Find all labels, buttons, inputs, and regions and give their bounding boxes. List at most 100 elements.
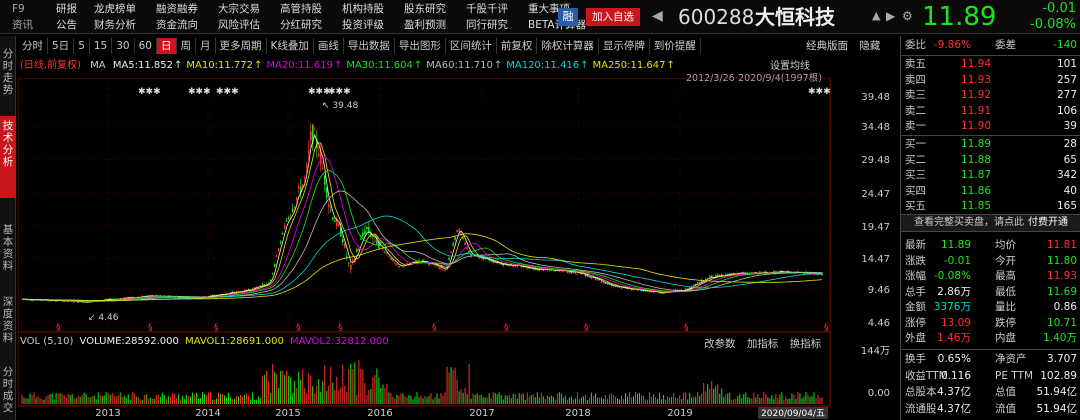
y-tick-label: 4.46: [868, 318, 890, 329]
menu-item[interactable]: F9: [12, 3, 25, 15]
fund-row-v2: 3.707: [1046, 353, 1077, 365]
toolbar-item[interactable]: K线叠加: [267, 38, 314, 54]
full-depth-notice[interactable]: 查看完整买卖盘，请点此 付费开通: [901, 214, 1080, 232]
toolbar-item[interactable]: 画线: [314, 38, 344, 54]
menu-item[interactable]: 资金流向: [156, 19, 198, 31]
toolbar-item[interactable]: 5: [74, 38, 90, 54]
kline-chart[interactable]: 39.48 34.48 29.48 24.47 19.47 14.47 9.46 4.46 ↖ …: [18, 78, 898, 332]
bid-row-v1: 11.85: [960, 200, 991, 212]
toolbar-item[interactable]: 到价提醒: [650, 38, 701, 54]
toolbar-item[interactable]: 周: [177, 38, 196, 54]
candle-body: [83, 301, 85, 303]
margin-badge[interactable]: 融: [558, 8, 578, 26]
alert-icon[interactable]: ▲: [872, 9, 881, 22]
candle-body: [279, 241, 282, 244]
menu-item[interactable]: 盈利预测: [404, 19, 446, 31]
menu-item[interactable]: 大宗交易: [218, 3, 260, 15]
ma-arrow-icon: ↑: [580, 60, 589, 71]
tab-intraday-trades[interactable]: 分时成交: [2, 366, 14, 414]
candle-body: [297, 186, 300, 189]
stat-row-l: 涨停: [905, 316, 926, 329]
add-indicator-button[interactable]: 加指标: [746, 338, 779, 350]
candle-body: [454, 236, 456, 241]
volume-chart[interactable]: 144万 0.00 2013 2014 2015 2016 2017 2018 2019 2020…: [18, 332, 898, 420]
add-watchlist-button[interactable]: 加入自选: [586, 8, 640, 26]
toolbar-item[interactable]: 日: [157, 38, 177, 54]
candle-body: [600, 281, 603, 283]
candle-body: [55, 300, 57, 302]
ask-row-l: 卖一: [905, 120, 926, 132]
ask-row-v1: 11.90: [960, 120, 991, 132]
gear-icon[interactable]: ⚙: [902, 9, 913, 23]
candle-body: [317, 153, 320, 156]
candle-body: [761, 271, 763, 273]
toolbar-item[interactable]: 除权计算器: [537, 38, 599, 54]
menu-item[interactable]: 股东研究: [404, 3, 446, 15]
fund-row-l2: PE TTM: [995, 369, 1034, 382]
toolbar-item[interactable]: 导出数据: [344, 38, 395, 54]
event-marker: ✱✱✱: [216, 87, 239, 97]
candle-body: [630, 289, 633, 291]
candle-body: [428, 263, 430, 265]
y-tick-label: 34.48: [861, 122, 890, 133]
toolbar-item[interactable]: 显示停牌: [599, 38, 650, 54]
toolbar-item[interactable]: 60: [135, 38, 157, 54]
candle-body: [327, 204, 330, 208]
ask-row: 卖五 11.94 101: [905, 57, 1077, 72]
menu-item[interactable]: 融资融券: [156, 3, 198, 15]
menu-item[interactable]: 千股千评: [466, 3, 508, 15]
y-tick-label: 9.46: [868, 285, 890, 296]
vol-top-label: 144万: [861, 346, 890, 357]
candle-body: [582, 273, 585, 275]
toolbar-item[interactable]: 分时: [18, 38, 48, 54]
cursor-date: 2020/09/04/五: [761, 409, 825, 419]
candle-body: [329, 209, 332, 211]
toolbar-item[interactable]: 月: [196, 38, 216, 54]
hide-button[interactable]: 隐藏: [859, 40, 881, 52]
menu-item[interactable]: 龙虎榜单: [94, 3, 136, 15]
candle-body: [618, 287, 621, 288]
pay-link[interactable]: 付费开通: [1028, 217, 1068, 228]
menu-item[interactable]: 投资评级: [342, 19, 384, 31]
toolbar-item[interactable]: 更多周期: [216, 38, 267, 54]
toolbar-item[interactable]: 导出图形: [395, 38, 446, 54]
cursor-date-box: [758, 407, 828, 419]
toolbar-item[interactable]: 前复权: [497, 38, 538, 54]
tab-deep-info[interactable]: 深度资料: [2, 296, 14, 344]
candle-body: [123, 297, 126, 299]
menu-item[interactable]: 高管持股: [280, 3, 322, 15]
menu-item[interactable]: 同行研究: [466, 19, 508, 31]
candle-body: [436, 265, 438, 267]
bid-row-v1: 11.86: [960, 184, 991, 197]
menu-item[interactable]: 财务分析: [94, 19, 136, 31]
candle-body: [608, 283, 611, 285]
ma-settings-button[interactable]: 设置均线: [770, 61, 810, 72]
menu-item[interactable]: 风险评估: [218, 19, 260, 31]
menu-item[interactable]: 资讯: [12, 19, 33, 31]
stat-row-v2: 11.69: [1046, 285, 1077, 298]
switch-indicator-button[interactable]: 换指标: [789, 338, 822, 350]
candle-body: [291, 208, 294, 212]
candle-body: [724, 274, 727, 276]
menu-item[interactable]: 公告: [56, 19, 77, 31]
tab-basic-info[interactable]: 基本资料: [2, 224, 14, 272]
ma-arrow-icon: ↑: [174, 60, 183, 71]
menu-item[interactable]: 分红研究: [280, 19, 322, 31]
menu-item[interactable]: 研报: [56, 3, 77, 15]
tab-intraday[interactable]: 分时走势: [2, 48, 14, 96]
tab-technical[interactable]: 技术分析: [0, 116, 16, 198]
next-stock-icon[interactable]: ▶: [886, 9, 896, 23]
candle-body: [364, 230, 366, 235]
toolbar-item[interactable]: 15: [90, 38, 113, 54]
ask-row-v2: 106: [1056, 104, 1077, 117]
prev-stock-icon[interactable]: ◀: [652, 8, 663, 24]
candle-body: [23, 299, 25, 301]
edit-params-button[interactable]: 改参数: [704, 338, 736, 350]
candle-body: [47, 300, 49, 302]
candle-body: [193, 298, 196, 299]
toolbar-item[interactable]: 30: [112, 38, 135, 54]
classic-layout-button[interactable]: 经典版面: [806, 40, 848, 52]
toolbar-item[interactable]: 区间统计: [446, 38, 497, 54]
menu-item[interactable]: 机构持股: [342, 3, 384, 15]
toolbar-item[interactable]: 5日: [48, 38, 75, 54]
